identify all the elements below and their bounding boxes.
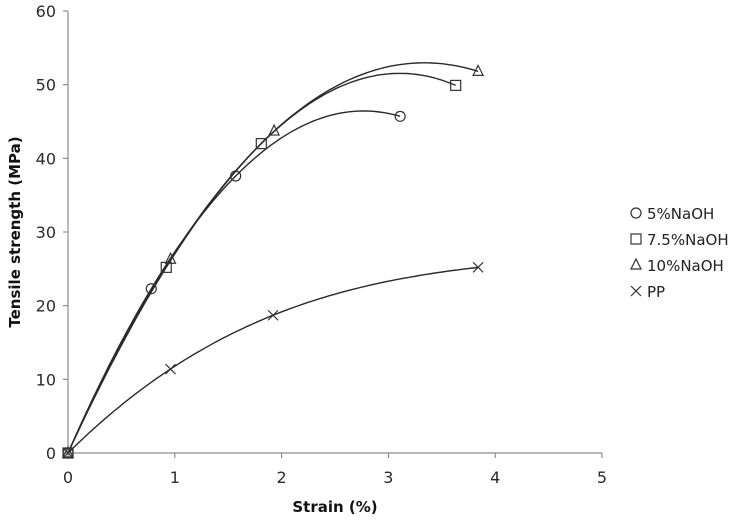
y-tick-label: 50 bbox=[36, 76, 56, 95]
x-tick-label: 2 bbox=[277, 468, 287, 487]
x-marker bbox=[62, 447, 74, 459]
y-tick-label: 30 bbox=[36, 223, 56, 242]
y-tick-label: 20 bbox=[36, 297, 56, 316]
x-axis-ticks: 0 1 2 3 4 5 bbox=[63, 453, 607, 487]
circle-marker bbox=[145, 283, 157, 295]
x-tick-label: 1 bbox=[170, 468, 180, 487]
circle-marker bbox=[630, 207, 642, 219]
trend-curve-10-naoh bbox=[67, 62, 479, 454]
y-axis-ticks: 0 10 20 30 40 50 60 bbox=[36, 2, 68, 463]
data-markers bbox=[62, 64, 485, 459]
triangle-marker bbox=[472, 64, 485, 77]
trend-curve-7-5-naoh bbox=[67, 72, 456, 454]
legend-label: 7.5%NaOH bbox=[647, 231, 729, 249]
trend-curve-pp bbox=[67, 266, 479, 454]
legend-item: PP bbox=[630, 283, 665, 301]
x-marker bbox=[472, 261, 484, 273]
x-tick-label: 4 bbox=[490, 468, 500, 487]
square-marker bbox=[450, 79, 462, 92]
x-tick-label: 3 bbox=[383, 468, 393, 487]
triangle-marker bbox=[62, 445, 74, 458]
triangle-marker bbox=[268, 123, 281, 136]
x-tick-label: 5 bbox=[597, 468, 607, 487]
series-markers bbox=[62, 64, 485, 458]
legend-item: 10%NaOH bbox=[630, 257, 724, 275]
legend-label: 5%NaOH bbox=[647, 205, 714, 223]
x-marker bbox=[165, 363, 176, 375]
legend-label: 10%NaOH bbox=[647, 257, 724, 275]
trend-curves bbox=[67, 62, 479, 454]
legend-item: 5%NaOH bbox=[630, 205, 714, 223]
x-marker bbox=[630, 285, 642, 297]
y-tick-label: 0 bbox=[46, 444, 56, 463]
trend-curve-5-naoh bbox=[67, 110, 401, 454]
legend-label: PP bbox=[647, 283, 665, 301]
circle-marker bbox=[394, 110, 406, 122]
series-markers bbox=[62, 261, 484, 459]
square-marker bbox=[255, 138, 267, 150]
plot-area: 0 10 20 30 40 50 60 0 1 2 3 4 5 bbox=[36, 2, 607, 487]
series-markers bbox=[62, 79, 462, 459]
triangle-marker bbox=[164, 251, 177, 264]
legend: 5%NaOH 7.5%NaOH 10%NaOH PP bbox=[630, 205, 729, 301]
y-tick-label: 40 bbox=[36, 149, 56, 168]
x-axis-title: Strain (%) bbox=[292, 498, 377, 516]
legend-item: 7.5%NaOH bbox=[630, 231, 729, 249]
series-markers bbox=[62, 110, 406, 459]
x-tick-label: 0 bbox=[63, 468, 73, 487]
y-tick-label: 10 bbox=[36, 370, 56, 389]
circle-marker bbox=[230, 170, 242, 182]
y-tick-label: 60 bbox=[36, 2, 56, 21]
y-axis-title: Tensile strength (MPa) bbox=[6, 136, 24, 327]
square-marker bbox=[630, 233, 642, 245]
x-marker bbox=[267, 309, 279, 321]
triangle-marker bbox=[630, 257, 642, 270]
